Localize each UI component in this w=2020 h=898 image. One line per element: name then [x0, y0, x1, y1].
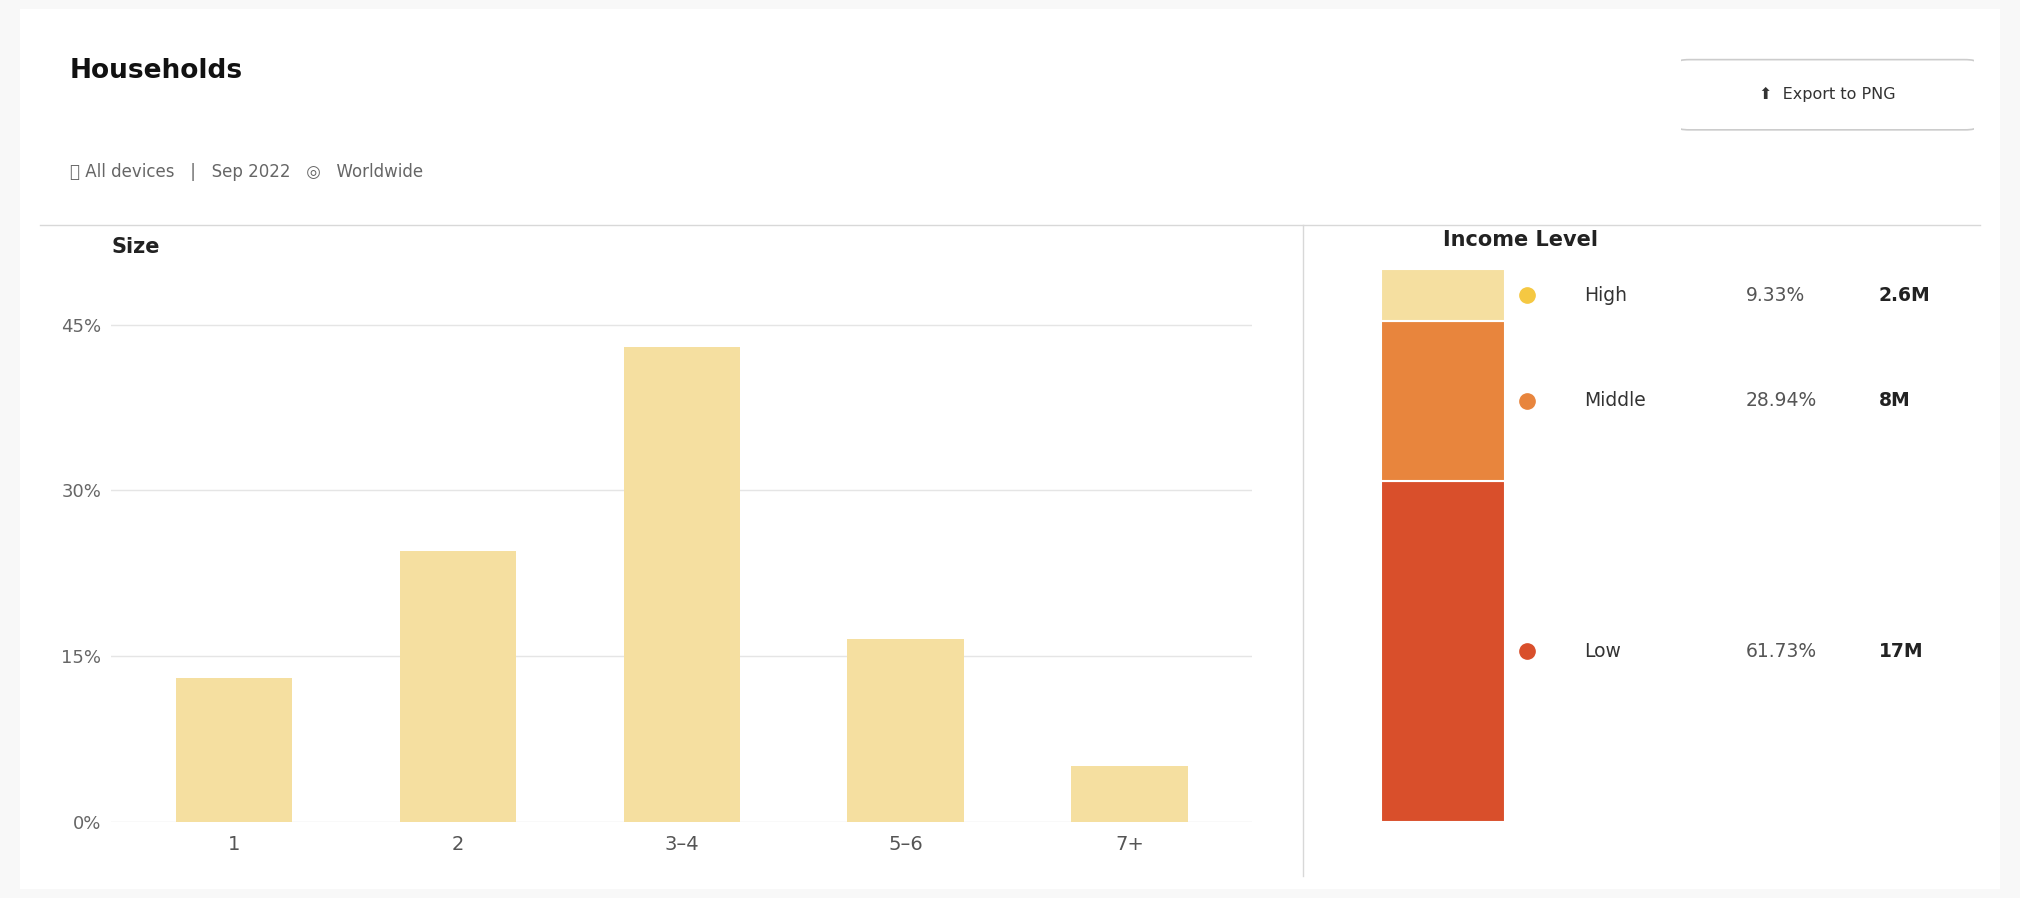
Text: 17M: 17M	[1879, 641, 1923, 661]
FancyBboxPatch shape	[1679, 59, 1976, 130]
Text: 2.6M: 2.6M	[1879, 286, 1931, 304]
Bar	[400, 551, 517, 822]
Text: ⬆  Export to PNG: ⬆ Export to PNG	[1759, 87, 1895, 102]
Bar	[1382, 321, 1505, 480]
Bar	[176, 678, 293, 822]
Text: High: High	[1584, 286, 1628, 304]
Text: Low: Low	[1584, 641, 1622, 661]
Text: ⬜ All devices   |   Sep 2022   ◎   Worldwide: ⬜ All devices | Sep 2022 ◎ Worldwide	[69, 163, 422, 180]
Bar	[1071, 766, 1188, 822]
Text: Middle: Middle	[1584, 392, 1646, 410]
Bar	[624, 347, 739, 822]
Bar	[846, 639, 964, 822]
Text: Size: Size	[111, 237, 160, 257]
Text: 9.33%: 9.33%	[1745, 286, 1806, 304]
Text: Income Level: Income Level	[1442, 230, 1598, 250]
Text: 8M: 8M	[1879, 392, 1911, 410]
Bar	[1382, 269, 1505, 321]
Bar	[1382, 480, 1505, 822]
Text: 61.73%: 61.73%	[1745, 641, 1816, 661]
Text: Households: Households	[69, 57, 242, 84]
Text: 28.94%: 28.94%	[1745, 392, 1816, 410]
